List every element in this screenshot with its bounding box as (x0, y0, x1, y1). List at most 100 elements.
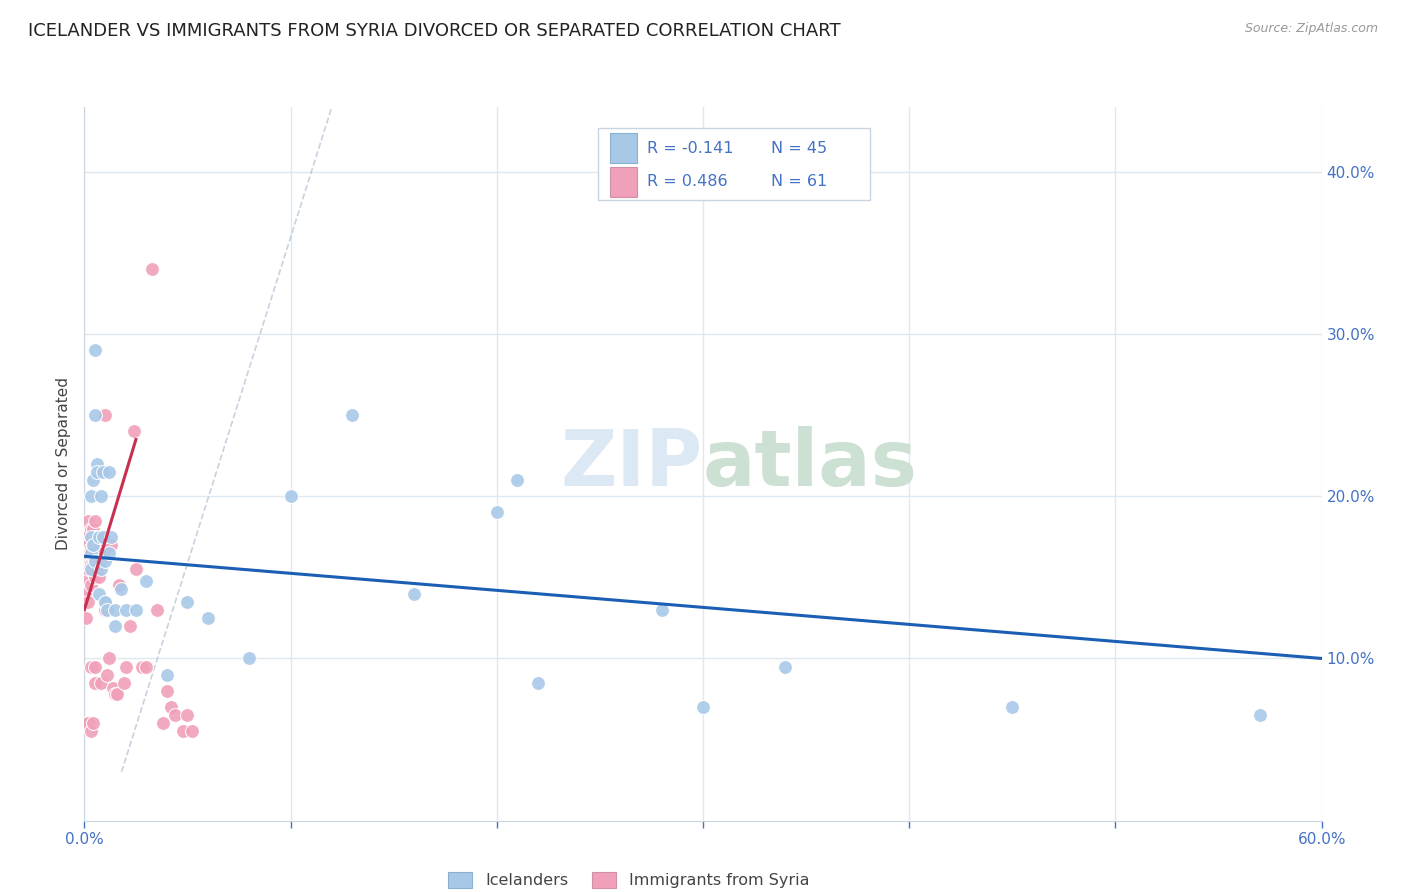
Point (110, 582, 132, 596)
Point (485, 506, 508, 520)
Point (79, 530, 101, 544)
Point (79, 489, 101, 503)
Point (152, 716, 174, 731)
Text: R = 0.486: R = 0.486 (647, 175, 728, 189)
Point (87, 570, 110, 584)
Point (94, 595, 117, 609)
Point (125, 562, 148, 576)
Point (156, 684, 179, 698)
Point (238, 651, 260, 665)
Y-axis label: Divorced or Separated: Divorced or Separated (56, 377, 72, 550)
Point (79, 578, 101, 592)
Point (79, 562, 101, 576)
Point (651, 603, 673, 617)
Point (165, 708, 187, 723)
Point (75, 586, 97, 600)
Point (83, 343, 105, 358)
Point (91, 530, 114, 544)
Point (91, 465, 114, 479)
Point (90, 530, 112, 544)
Point (280, 489, 302, 503)
Point (79, 724, 101, 739)
FancyBboxPatch shape (598, 128, 870, 200)
Point (114, 603, 136, 617)
Point (96, 603, 118, 617)
Point (94, 408, 117, 422)
Text: ICELANDER VS IMMIGRANTS FROM SYRIA DIVORCED OR SEPARATED CORRELATION CHART: ICELANDER VS IMMIGRANTS FROM SYRIA DIVOR… (28, 22, 841, 40)
Point (94, 595, 117, 609)
Point (108, 578, 131, 592)
Point (75, 546, 97, 560)
Point (82, 538, 104, 552)
Point (87, 538, 110, 552)
Point (83, 675, 105, 690)
Point (82, 473, 104, 487)
Point (87, 586, 110, 600)
Point (131, 659, 153, 673)
Point (114, 659, 136, 673)
Point (79, 558, 101, 572)
Point (83, 659, 105, 673)
Point (86, 562, 108, 576)
Point (135, 574, 157, 588)
Point (90, 562, 112, 576)
Point (79, 659, 101, 673)
Point (100, 538, 122, 552)
Legend: Icelanders, Immigrants from Syria: Icelanders, Immigrants from Syria (441, 865, 815, 892)
Point (86, 457, 108, 471)
Point (91, 546, 114, 560)
Point (77, 546, 100, 560)
Point (141, 262, 163, 277)
Point (98, 651, 121, 665)
Point (83, 570, 105, 584)
Text: ZIP: ZIP (561, 425, 703, 502)
Point (83, 408, 105, 422)
Point (94, 603, 117, 617)
Text: R = -0.141: R = -0.141 (647, 141, 734, 156)
Point (103, 681, 125, 695)
Point (176, 595, 198, 609)
Point (125, 603, 148, 617)
Point (77, 514, 100, 528)
Point (79, 541, 101, 556)
Point (172, 724, 194, 739)
Point (692, 700, 714, 714)
Text: Source: ZipAtlas.com: Source: ZipAtlas.com (1244, 22, 1378, 36)
Point (82, 522, 104, 536)
Point (104, 603, 127, 617)
FancyBboxPatch shape (610, 134, 637, 163)
Point (1249, 708, 1271, 723)
Point (135, 659, 157, 673)
Text: N = 61: N = 61 (770, 175, 827, 189)
Point (112, 675, 135, 690)
Point (90, 489, 112, 503)
Point (83, 514, 105, 528)
Point (98, 465, 121, 479)
Point (86, 465, 108, 479)
Point (94, 554, 117, 568)
Point (176, 708, 198, 723)
Point (156, 667, 179, 681)
Point (527, 675, 550, 690)
Point (145, 603, 167, 617)
Point (79, 546, 101, 560)
Point (77, 562, 100, 576)
Point (98, 546, 121, 560)
Point (75, 716, 97, 731)
Point (404, 586, 426, 600)
Point (160, 700, 183, 714)
Point (82, 538, 104, 552)
Point (83, 546, 105, 560)
Point (122, 425, 145, 439)
Text: N = 45: N = 45 (770, 141, 827, 156)
Text: atlas: atlas (703, 425, 918, 502)
Point (180, 724, 202, 739)
Point (75, 570, 97, 584)
Point (83, 554, 105, 568)
Point (197, 611, 219, 625)
Point (82, 558, 104, 572)
Point (75, 611, 97, 625)
Point (118, 619, 141, 633)
Point (775, 659, 797, 673)
Point (104, 619, 127, 633)
